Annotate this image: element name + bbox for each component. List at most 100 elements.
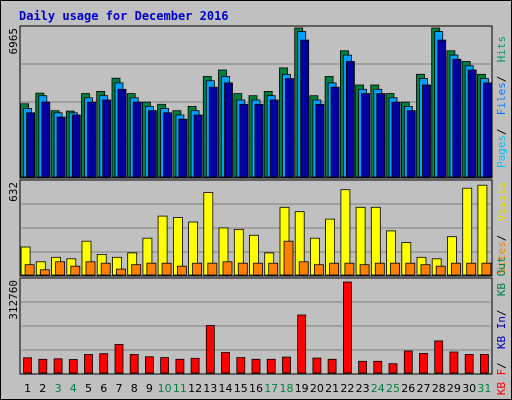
x-label-day-6: 6 (100, 382, 107, 395)
bar-sites-day-1 (24, 264, 35, 276)
bar-pages-day-29 (452, 58, 462, 178)
x-label-day-10: 10 (158, 382, 172, 395)
bar-kb-f-day-2 (38, 358, 48, 374)
bar-kb-f-day-24 (373, 360, 383, 374)
bar-sites-day-6 (100, 262, 111, 276)
y-max-label: 632 (7, 182, 20, 202)
bar-pages-day-27 (422, 84, 431, 178)
bar-sites-day-29 (450, 262, 461, 276)
bar-pages-day-6 (102, 99, 112, 178)
bar-kb-f-day-22 (342, 281, 352, 374)
x-label-day-1: 1 (24, 382, 31, 395)
x-label-day-14: 14 (219, 382, 233, 395)
bar-sites-day-4 (70, 265, 81, 276)
bar-pages-day-10 (163, 112, 173, 178)
bar-sites-day-24 (374, 262, 385, 276)
bar-sites-day-12 (192, 262, 203, 276)
bar-pages-day-3 (56, 116, 66, 178)
bar-kb-f-day-10 (160, 357, 170, 374)
bar-sites-day-2 (39, 269, 50, 276)
bar-sites-day-27 (420, 264, 431, 276)
bar-kb-f-day-5 (84, 353, 93, 374)
bar-sites-day-23 (359, 264, 370, 276)
side-label: Sites (495, 241, 508, 274)
bar-visits-day-30 (462, 187, 473, 276)
bar-sites-day-19 (298, 261, 309, 276)
bars (20, 27, 492, 178)
bar-kb-f-day-13 (205, 325, 215, 374)
bar-sites-day-25 (390, 262, 400, 276)
x-label-day-7: 7 (116, 382, 123, 395)
bar-kb-f-day-1 (23, 357, 33, 374)
bar-visits-day-22 (340, 189, 351, 276)
x-label-day-18: 18 (280, 382, 294, 395)
bar-sites-day-22 (344, 262, 355, 276)
side-label: Hits (495, 36, 508, 63)
bar-sites-day-14 (222, 261, 233, 276)
bar-sites-day-10 (161, 262, 172, 276)
side-label: KB In (495, 316, 508, 349)
x-label-day-2: 2 (39, 382, 46, 395)
bar-pages-day-14 (224, 82, 233, 178)
side-label: KB Out (495, 257, 508, 297)
bar-pages-day-20 (315, 103, 325, 178)
x-label-day-28: 28 (432, 382, 446, 395)
bar-kb-f-day-9 (144, 356, 154, 374)
x-label-day-8: 8 (131, 382, 138, 395)
x-label-day-29: 29 (447, 382, 461, 395)
x-label-day-11: 11 (173, 382, 187, 395)
bar-pages-day-19 (300, 39, 310, 178)
bar-kb-f-day-15 (236, 357, 246, 374)
bar-sites-day-21 (329, 262, 340, 276)
side-separator: / (495, 362, 508, 369)
x-label-day-13: 13 (203, 382, 217, 395)
bar-pages-day-24 (376, 93, 386, 178)
bar-sites-day-9 (146, 262, 157, 276)
bar-pages-day-21 (330, 86, 340, 178)
x-label-day-12: 12 (188, 382, 202, 395)
x-label-day-22: 22 (340, 382, 354, 395)
bar-sites-day-13 (207, 262, 218, 276)
x-label-day-23: 23 (356, 382, 370, 395)
panel-hits-files-pages: 6965 Pages / Files / Hits (7, 25, 508, 179)
side-label: KB F (495, 369, 508, 396)
bar-pages-day-18 (285, 78, 294, 178)
bar-visits-day-31 (477, 184, 488, 276)
x-label-day-17: 17 (264, 382, 278, 395)
bar-sites-day-28 (435, 265, 446, 276)
side-legend: Pages / Files / Hits (495, 36, 508, 168)
bar-sites-day-8 (131, 264, 142, 276)
side-label: Pages (495, 135, 508, 168)
side-legend: Sites / Visits (495, 182, 508, 275)
bar-sites-day-20 (313, 264, 324, 276)
bar-kb-f-day-26 (403, 350, 413, 374)
bar-kb-f-day-18 (282, 356, 291, 374)
bar-sites-day-31 (481, 262, 492, 276)
bar-pages-day-4 (71, 114, 81, 178)
x-label-day-16: 16 (249, 382, 263, 395)
bar-kb-f-day-20 (312, 357, 322, 374)
bar-kb-f-day-28 (434, 340, 444, 374)
side-legend: KB F / KB In / KB Out (495, 257, 508, 396)
x-label-day-31: 31 (477, 382, 491, 395)
bar-kb-f-day-11 (175, 358, 185, 374)
bar-kb-f-day-3 (53, 358, 63, 374)
x-label-day-30: 30 (462, 382, 476, 395)
side-label: Files (495, 82, 508, 115)
bar-kb-f-day-12 (190, 357, 200, 374)
bar-kb-f-day-30 (464, 353, 474, 374)
x-label-day-26: 26 (401, 382, 415, 395)
bar-sites-day-26 (405, 262, 416, 276)
bar-sites-day-16 (253, 262, 263, 276)
bar-sites-day-5 (85, 261, 96, 276)
bar-kb-f-day-7 (114, 343, 124, 374)
panel-kbytes: 312760 KB F / KB In / KB Out (7, 257, 508, 396)
side-separator: / (495, 128, 508, 135)
bar-pages-day-8 (132, 101, 142, 178)
bar-pages-day-16 (254, 103, 264, 178)
bar-pages-day-2 (41, 101, 51, 178)
bar-kb-f-day-17 (266, 358, 276, 374)
side-separator: / (495, 235, 508, 242)
bar-pages-day-17 (269, 99, 279, 178)
